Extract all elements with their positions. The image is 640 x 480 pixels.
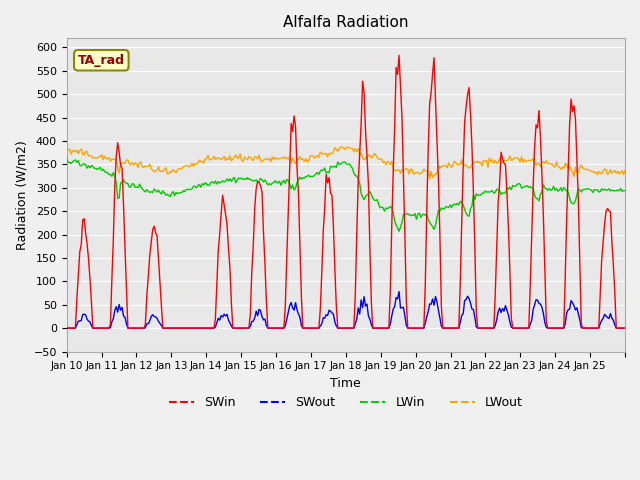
Title: Alfalfa Radiation: Alfalfa Radiation bbox=[283, 15, 408, 30]
X-axis label: Time: Time bbox=[330, 377, 361, 390]
Y-axis label: Radiation (W/m2): Radiation (W/m2) bbox=[15, 140, 28, 250]
Legend: SWin, SWout, LWin, LWout: SWin, SWout, LWin, LWout bbox=[164, 391, 528, 414]
Text: TA_rad: TA_rad bbox=[78, 54, 125, 67]
